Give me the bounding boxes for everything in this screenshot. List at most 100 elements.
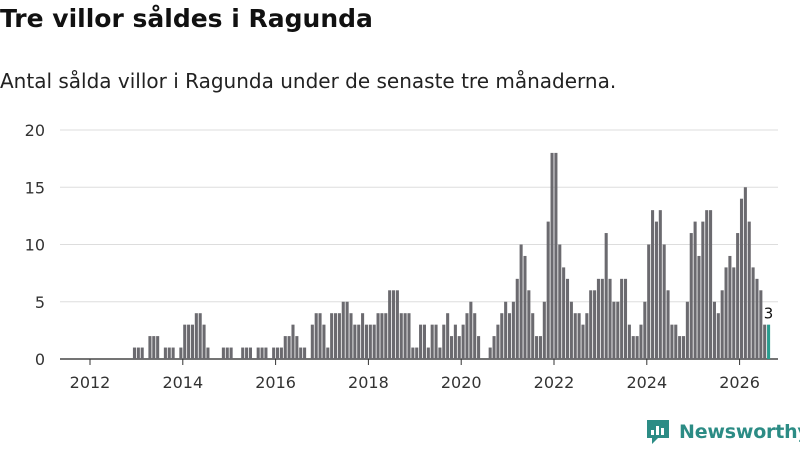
bar xyxy=(542,301,546,359)
bar xyxy=(515,278,519,359)
bar xyxy=(314,313,318,359)
bar xyxy=(136,347,140,359)
bar xyxy=(310,324,314,359)
bar xyxy=(562,267,566,359)
bar xyxy=(477,336,481,359)
bar xyxy=(353,324,357,359)
bar xyxy=(511,301,515,359)
bar xyxy=(507,313,512,359)
bar xyxy=(674,324,678,359)
bar xyxy=(558,244,562,359)
bar xyxy=(260,347,264,359)
bar xyxy=(419,324,423,359)
bar xyxy=(190,324,194,359)
bar xyxy=(627,324,631,359)
bar xyxy=(225,347,229,359)
bar xyxy=(670,324,674,359)
bar xyxy=(411,347,415,359)
bar xyxy=(206,347,210,359)
bar xyxy=(388,290,392,359)
bar xyxy=(658,210,662,359)
x-tick-label: 2014 xyxy=(162,373,203,392)
bar xyxy=(407,313,411,359)
y-axis-ticks: 0 5 10 15 20 xyxy=(25,121,45,369)
bar xyxy=(229,347,233,359)
bar xyxy=(372,324,376,359)
bar xyxy=(496,324,500,359)
bar xyxy=(662,244,666,359)
bar xyxy=(156,336,160,359)
bar xyxy=(399,313,403,359)
bar xyxy=(326,347,330,359)
bar xyxy=(554,152,558,359)
y-tick-label: 20 xyxy=(25,121,45,140)
chart-subtitle: Antal sålda villor i Ragunda under de se… xyxy=(0,69,617,93)
bar xyxy=(349,313,353,359)
bar xyxy=(337,313,341,359)
bar xyxy=(743,187,747,359)
bar xyxy=(465,313,469,359)
bar xyxy=(546,221,550,359)
bar xyxy=(167,347,171,359)
y-tick-label: 15 xyxy=(25,178,45,197)
bar xyxy=(461,324,465,359)
bar xyxy=(724,267,728,359)
bar xyxy=(295,336,299,359)
annotations: 3 xyxy=(764,305,774,323)
bar xyxy=(194,313,198,359)
x-tick-label: 2024 xyxy=(626,373,667,392)
grid-lines xyxy=(60,129,778,360)
y-tick-label: 0 xyxy=(35,350,45,369)
bar xyxy=(426,347,430,359)
bar xyxy=(728,255,732,359)
bar xyxy=(264,347,268,359)
bar xyxy=(681,336,686,359)
bar xyxy=(716,313,720,359)
bar xyxy=(395,290,399,359)
bar xyxy=(322,324,326,359)
bar xyxy=(573,313,577,359)
bar xyxy=(368,324,372,359)
bar xyxy=(198,313,202,359)
x-axis-ticks: 2012 2014 2016 2018 2020 2022 2024 2026 xyxy=(70,359,760,392)
bar xyxy=(438,347,442,359)
bar xyxy=(279,347,283,359)
bar xyxy=(612,301,616,359)
bar xyxy=(569,301,573,359)
bar xyxy=(341,301,345,359)
bar xyxy=(148,336,152,359)
bar xyxy=(693,221,697,359)
bar xyxy=(531,313,535,359)
bar xyxy=(457,336,461,359)
bar xyxy=(654,221,658,359)
bar xyxy=(202,324,206,359)
newsworthy-logo: Newsworthy xyxy=(645,419,800,445)
bar xyxy=(492,336,496,359)
bar xyxy=(357,324,361,359)
bar xyxy=(689,233,693,359)
bar xyxy=(739,198,744,359)
bar xyxy=(241,347,245,359)
bar xyxy=(256,347,260,359)
bar xyxy=(449,336,454,359)
brand-name: Newsworthy xyxy=(679,421,800,443)
bar xyxy=(345,301,349,359)
bar xyxy=(651,210,655,359)
bar xyxy=(720,290,724,359)
bar xyxy=(422,324,426,359)
bar xyxy=(736,233,740,359)
bar xyxy=(589,290,593,359)
bar xyxy=(701,221,705,359)
bar xyxy=(415,347,419,359)
bar xyxy=(550,152,554,359)
bar xyxy=(685,301,689,359)
bar xyxy=(152,336,156,359)
bar xyxy=(643,301,647,359)
bar xyxy=(678,336,682,359)
bar xyxy=(631,336,635,359)
bar-highlight xyxy=(767,324,771,359)
bar xyxy=(523,255,527,359)
x-tick-label: 2016 xyxy=(255,373,296,392)
bar xyxy=(171,347,175,359)
